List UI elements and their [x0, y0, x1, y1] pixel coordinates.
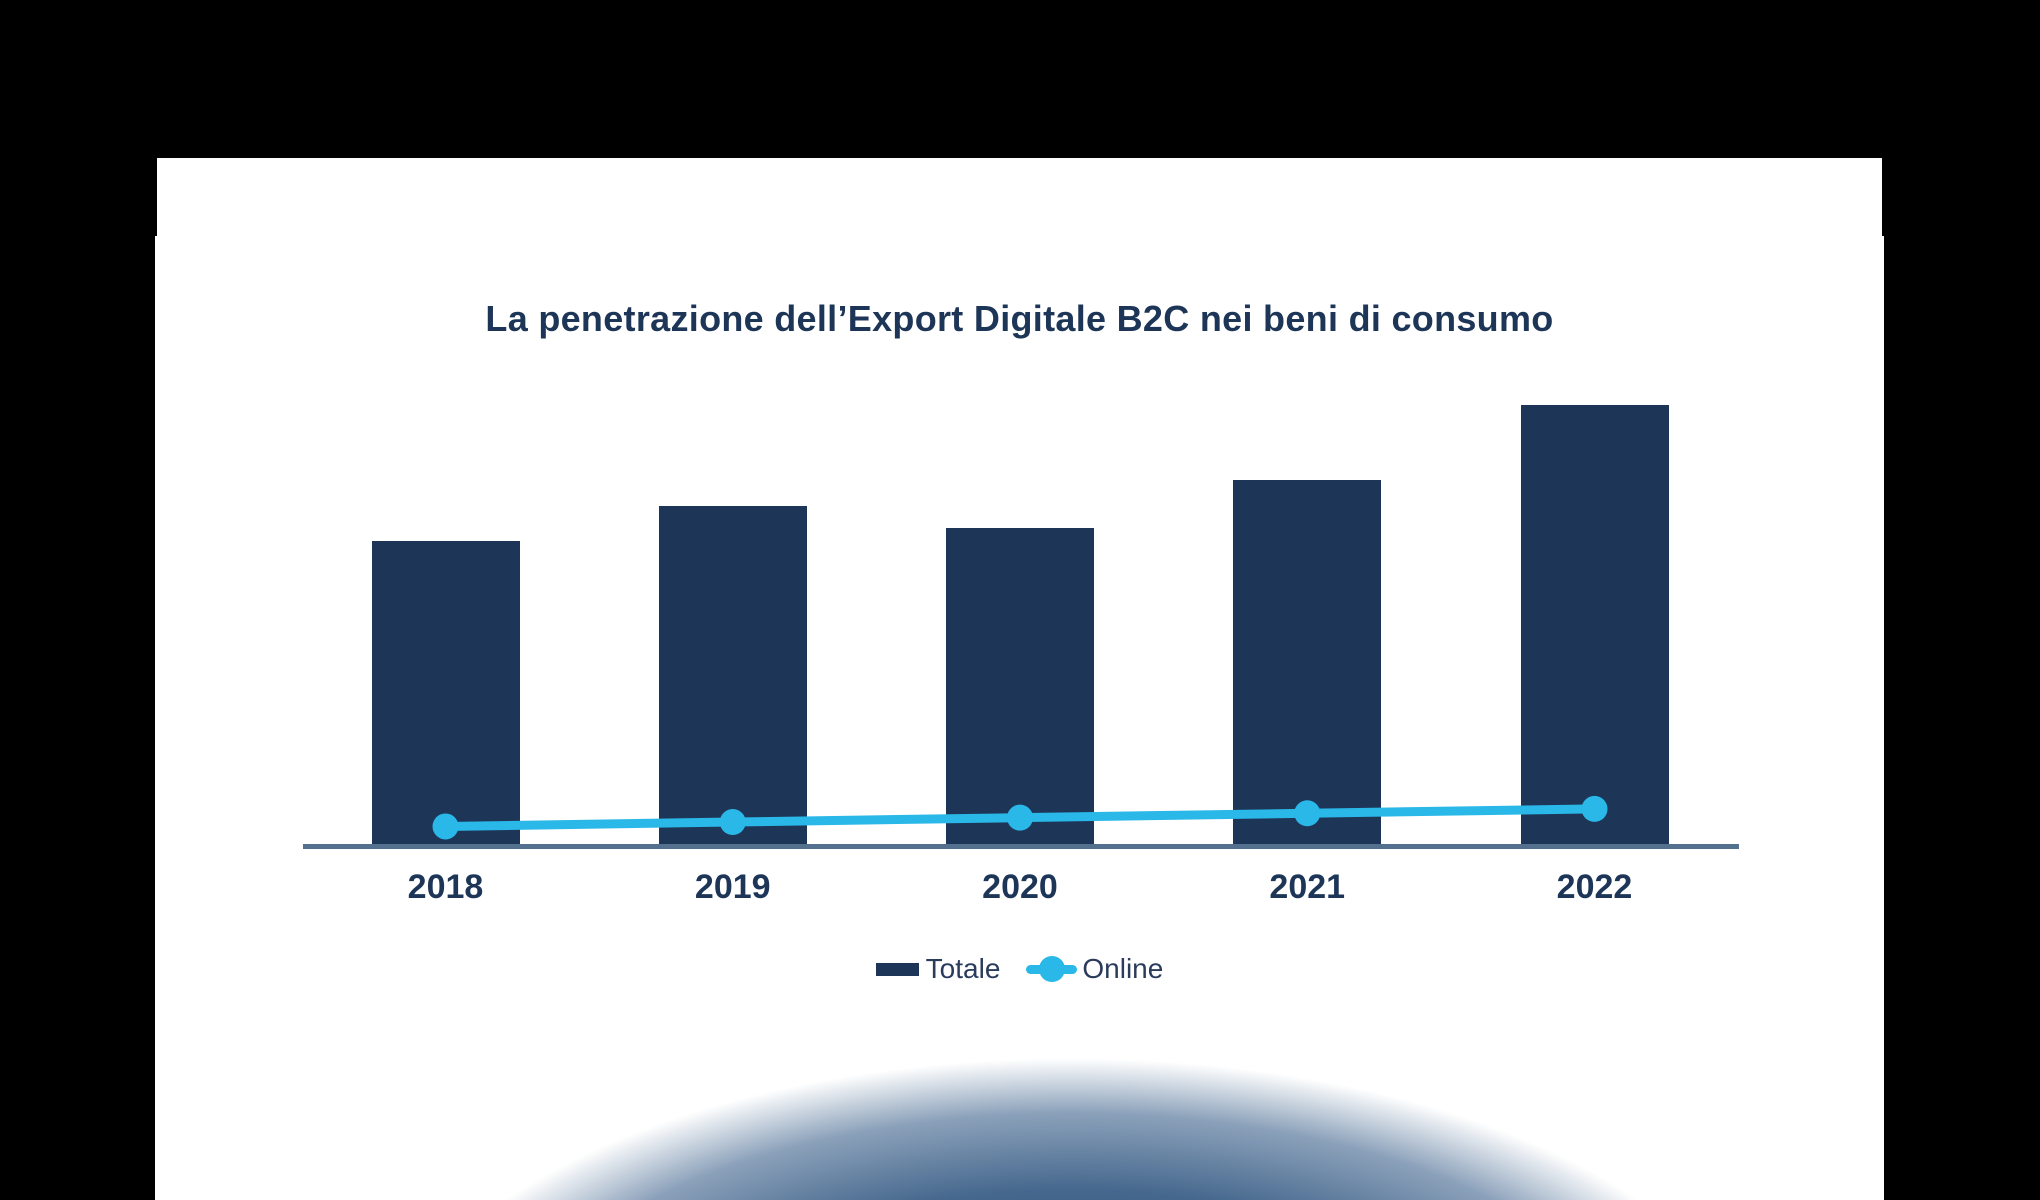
bar-totale-2021 [1233, 479, 1382, 844]
x-axis-line [303, 844, 1739, 849]
legend-label-online: Online [1082, 953, 1164, 984]
chart-card: La penetrazione dell’Export Digitale B2C… [155, 236, 1884, 1200]
online-dot-icon [1038, 956, 1065, 982]
x-axis-label-2022: 2022 [1556, 868, 1633, 906]
chart-title: La penetrazione dell’Export Digitale B2C… [485, 298, 1554, 339]
x-axis-label-2018: 2018 [407, 868, 484, 906]
legend-item-online: Online [1026, 953, 1163, 985]
bar-totale-2019 [658, 505, 807, 844]
legend-item-totale: Totale [875, 953, 1001, 985]
bar-totale-2018 [371, 541, 520, 844]
top-white-bar [157, 158, 1882, 236]
bar-totale-2022 [1520, 405, 1669, 844]
online-line-swatch-icon [1026, 956, 1078, 982]
legend-label-totale: Totale [925, 953, 1001, 984]
x-axis-label-2021: 2021 [1269, 868, 1346, 906]
chart-canvas: La penetrazione dell’Export Digitale B2C… [155, 236, 1884, 1200]
x-axis-label-2020: 2020 [982, 868, 1058, 906]
legend: Totale Online [155, 952, 1884, 986]
x-axis-label-2019: 2019 [694, 868, 771, 906]
totale-bar-swatch-icon [875, 962, 919, 976]
bar-totale-2020 [946, 527, 1094, 844]
